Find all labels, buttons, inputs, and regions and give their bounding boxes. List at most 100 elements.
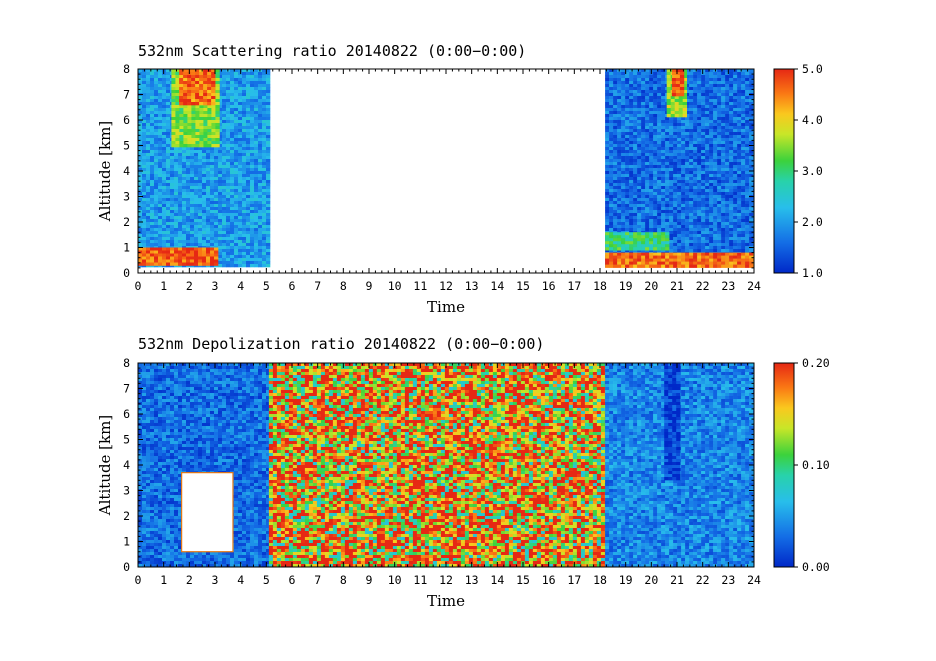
heatmap-cell bbox=[266, 111, 271, 115]
heatmap-cell bbox=[645, 174, 650, 178]
heatmap-cell bbox=[657, 183, 662, 187]
heatmap-cell bbox=[705, 168, 710, 172]
heatmap-cell bbox=[146, 204, 151, 208]
heatmap-cell bbox=[609, 150, 614, 154]
heatmap-cell bbox=[689, 162, 694, 166]
heatmap-cell bbox=[741, 132, 746, 136]
heatmap-cell bbox=[721, 114, 726, 118]
heatmap-cell bbox=[725, 72, 730, 76]
heatmap-cell bbox=[218, 105, 223, 109]
heatmap-cell bbox=[705, 108, 710, 112]
heatmap-cell bbox=[150, 210, 155, 214]
heatmap-cell bbox=[218, 129, 223, 133]
heatmap-cell bbox=[741, 117, 746, 121]
heatmap-cell bbox=[174, 253, 179, 257]
heatmap-cell bbox=[681, 231, 686, 235]
heatmap-cell bbox=[741, 93, 746, 97]
heatmap-cell bbox=[191, 84, 196, 88]
heatmap-cell bbox=[250, 159, 255, 163]
heatmap-cell bbox=[154, 231, 159, 235]
heatmap-cell bbox=[701, 72, 706, 76]
heatmap-cell bbox=[195, 93, 200, 97]
heatmap-cell bbox=[166, 180, 171, 184]
heatmap-cell bbox=[262, 69, 267, 73]
heatmap-cell bbox=[677, 204, 682, 208]
heatmap-cell bbox=[681, 219, 686, 223]
heatmap-cell bbox=[186, 162, 191, 166]
heatmap-cell bbox=[242, 123, 247, 127]
heatmap-cell bbox=[158, 168, 163, 172]
heatmap-cell bbox=[171, 96, 176, 100]
heatmap-cell bbox=[749, 207, 754, 211]
heatmap-cell bbox=[645, 72, 650, 76]
heatmap-cell bbox=[238, 165, 243, 169]
heatmap-cell bbox=[218, 75, 223, 79]
heatmap-cell bbox=[162, 102, 167, 106]
heatmap-cell bbox=[629, 225, 634, 229]
heatmap-cell bbox=[150, 75, 155, 79]
heatmap-cell bbox=[633, 72, 638, 76]
heatmap-cell bbox=[745, 207, 750, 211]
heatmap-cell bbox=[214, 237, 219, 241]
heatmap-cell bbox=[242, 132, 247, 136]
heatmap-cell bbox=[645, 126, 650, 130]
heatmap-cell bbox=[713, 171, 718, 175]
heatmap-cell bbox=[138, 90, 143, 94]
heatmap-cell bbox=[617, 225, 622, 229]
heatmap-cell bbox=[174, 204, 179, 208]
heatmap-cell bbox=[605, 69, 610, 73]
heatmap-cell bbox=[234, 165, 239, 169]
heatmap-cell bbox=[749, 219, 754, 223]
heatmap-cell bbox=[218, 222, 223, 226]
heatmap-cell bbox=[629, 96, 634, 100]
heatmap-cell bbox=[150, 159, 155, 163]
heatmap-cell bbox=[653, 189, 658, 193]
heatmap-cell bbox=[705, 198, 710, 202]
heatmap-cell bbox=[195, 144, 200, 148]
heatmap-cell bbox=[713, 153, 718, 157]
heatmap-cell bbox=[729, 195, 734, 199]
heatmap-cell bbox=[203, 81, 208, 85]
heatmap-cell bbox=[226, 87, 231, 91]
heatmap-cell bbox=[677, 198, 682, 202]
heatmap-cell bbox=[234, 126, 239, 130]
heatmap-cell bbox=[737, 204, 742, 208]
heatmap-cell bbox=[166, 168, 171, 172]
heatmap-cell bbox=[717, 156, 722, 160]
heatmap-cell bbox=[242, 177, 247, 181]
heatmap-cell bbox=[214, 231, 219, 235]
heatmap-cell bbox=[198, 225, 203, 229]
heatmap-cell bbox=[721, 210, 726, 214]
heatmap-cell bbox=[254, 72, 259, 76]
heatmap-cell bbox=[677, 237, 682, 241]
heatmap-cell bbox=[158, 201, 163, 205]
heatmap-cell bbox=[250, 123, 255, 127]
heatmap-cell bbox=[717, 144, 722, 148]
heatmap-cell bbox=[199, 144, 204, 148]
heatmap-cell bbox=[238, 144, 243, 148]
heatmap-cell bbox=[158, 117, 163, 121]
heatmap-cell bbox=[207, 78, 212, 82]
heatmap-cell bbox=[673, 243, 678, 247]
heatmap-cell bbox=[154, 147, 159, 151]
heatmap-cell bbox=[230, 261, 235, 265]
heatmap-cell bbox=[166, 253, 171, 257]
heatmap-cell bbox=[146, 120, 151, 124]
heatmap-cell bbox=[146, 180, 151, 184]
heatmap-cell bbox=[246, 84, 251, 88]
heatmap-cell bbox=[218, 243, 223, 247]
heatmap-cell bbox=[187, 78, 192, 82]
heatmap-cell bbox=[254, 192, 259, 196]
heatmap-cell bbox=[709, 84, 714, 88]
heatmap-region bbox=[605, 69, 754, 268]
heatmap-cell bbox=[661, 105, 666, 109]
heatmap-cell bbox=[725, 174, 730, 178]
heatmap-cell bbox=[681, 123, 686, 127]
heatmap-cell bbox=[713, 219, 718, 223]
heatmap-cell bbox=[641, 99, 646, 103]
heatmap-cell bbox=[242, 87, 247, 91]
heatmap-cell bbox=[214, 219, 219, 223]
heatmap-cell bbox=[171, 81, 176, 85]
heatmap-cell bbox=[258, 231, 263, 235]
heatmap-cell bbox=[629, 114, 634, 118]
